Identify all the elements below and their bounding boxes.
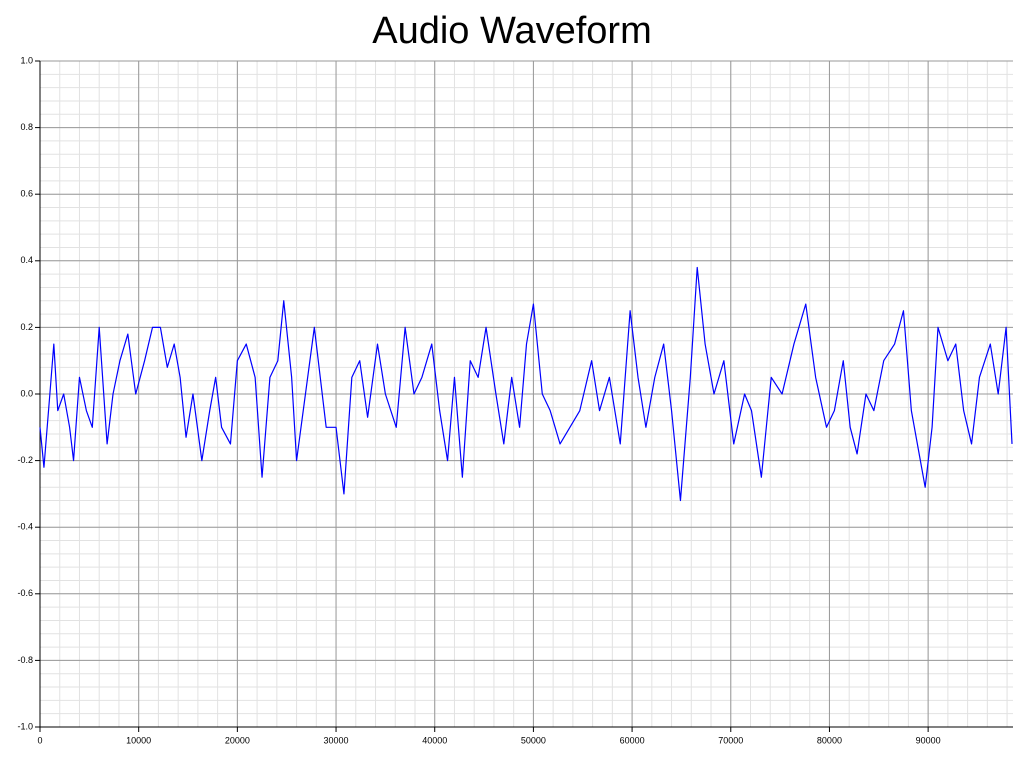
x-tick-label: 10000 bbox=[126, 735, 151, 745]
y-tick-label: 0.0 bbox=[20, 388, 33, 398]
x-tick-label: 30000 bbox=[324, 735, 349, 745]
x-tick-label: 20000 bbox=[225, 735, 250, 745]
y-tick-label: -0.6 bbox=[17, 588, 33, 598]
y-tick-label: -0.8 bbox=[17, 655, 33, 665]
x-tick-label: 0 bbox=[37, 735, 42, 745]
waveform-line bbox=[39, 266, 1013, 502]
y-tick-label: -0.4 bbox=[17, 522, 33, 532]
y-tick-label: 0.6 bbox=[20, 189, 33, 199]
x-tick-label: 90000 bbox=[916, 735, 941, 745]
y-tick-label: -0.2 bbox=[17, 455, 33, 465]
y-tick-label: 0.2 bbox=[20, 322, 33, 332]
y-tick-label: 0.4 bbox=[20, 255, 33, 265]
y-tick-label: 1.0 bbox=[20, 55, 33, 65]
x-tick-label: 70000 bbox=[718, 735, 743, 745]
x-tick-label: 60000 bbox=[620, 735, 645, 745]
x-tick-label: 50000 bbox=[521, 735, 546, 745]
chart-title: Audio Waveform bbox=[372, 10, 651, 52]
x-tick-label: 80000 bbox=[817, 735, 842, 745]
y-tick-label: -1.0 bbox=[17, 721, 33, 731]
y-tick-label: 0.8 bbox=[20, 122, 33, 132]
x-tick-label: 40000 bbox=[422, 735, 447, 745]
